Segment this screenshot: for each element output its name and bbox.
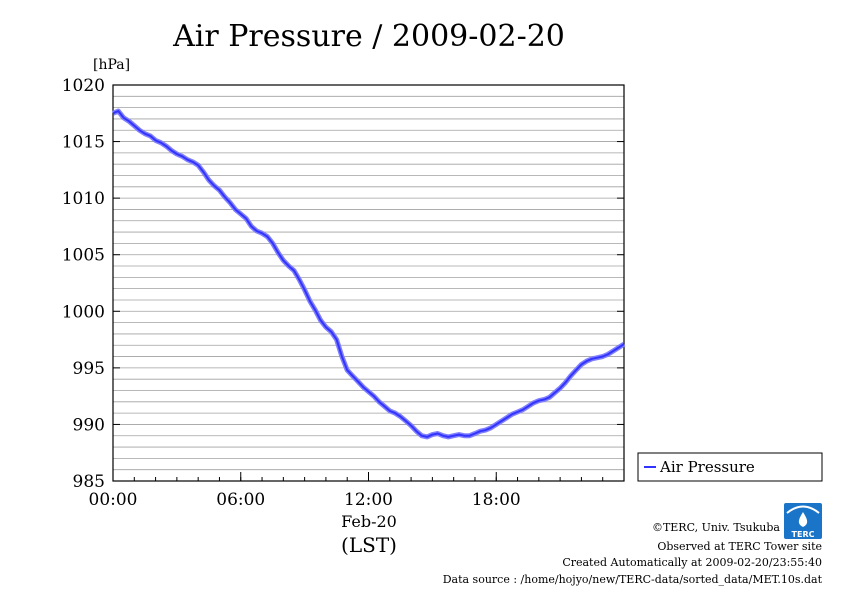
logo-arc xyxy=(786,505,820,514)
credit-copyright: ©TERC, Univ. Tsukuba xyxy=(652,521,780,534)
x-axis-unit-label: (LST) xyxy=(341,533,397,557)
y-tick-label: 985 xyxy=(73,472,105,492)
legend: Air Pressure xyxy=(637,452,823,482)
y-axis-unit-label: [hPa] xyxy=(93,57,130,73)
x-tick-label: 06:00 xyxy=(216,490,265,510)
series-layer xyxy=(112,108,626,440)
plot-frame xyxy=(112,84,625,482)
y-tick-label: 1015 xyxy=(62,133,105,153)
logo-text: TERC xyxy=(792,530,815,539)
y-tick-label: 1000 xyxy=(62,302,105,322)
x-tick-label: 00:00 xyxy=(89,490,138,510)
y-tick-label: 1010 xyxy=(62,189,105,209)
terc-logo: TERC xyxy=(784,503,822,539)
legend-item-air-pressure: Air Pressure xyxy=(659,458,755,476)
y-tick-label: 990 xyxy=(73,415,105,435)
series-line-air-pressure xyxy=(112,110,625,438)
legend-box xyxy=(637,452,823,482)
x-axis-date-label: Feb-20 xyxy=(341,512,397,531)
chart-title: Air Pressure / 2009-02-20 xyxy=(172,19,565,54)
credit-site: Observed at TERC Tower site xyxy=(657,540,822,553)
gridlines xyxy=(113,95,624,471)
x-tick-label: 18:00 xyxy=(472,490,521,510)
y-axis-ticks: 985 990 995 1000 1005 1010 1015 1020 xyxy=(62,76,624,492)
y-tick-label: 1005 xyxy=(62,246,105,266)
credit-source: Data source : /home/hojyo/new/TERC-data/… xyxy=(443,573,823,586)
x-tick-label: 12:00 xyxy=(344,490,393,510)
logo-drop-icon xyxy=(798,512,808,527)
x-axis-ticks: 00:00 06:00 12:00 18:00 xyxy=(89,472,604,510)
credits: ©TERC, Univ. Tsukuba Observed at TERC To… xyxy=(443,521,823,586)
y-tick-label: 995 xyxy=(73,359,105,379)
credit-created: Created Automatically at 2009-02-20/23:5… xyxy=(562,556,822,569)
y-tick-label: 1020 xyxy=(62,76,105,96)
